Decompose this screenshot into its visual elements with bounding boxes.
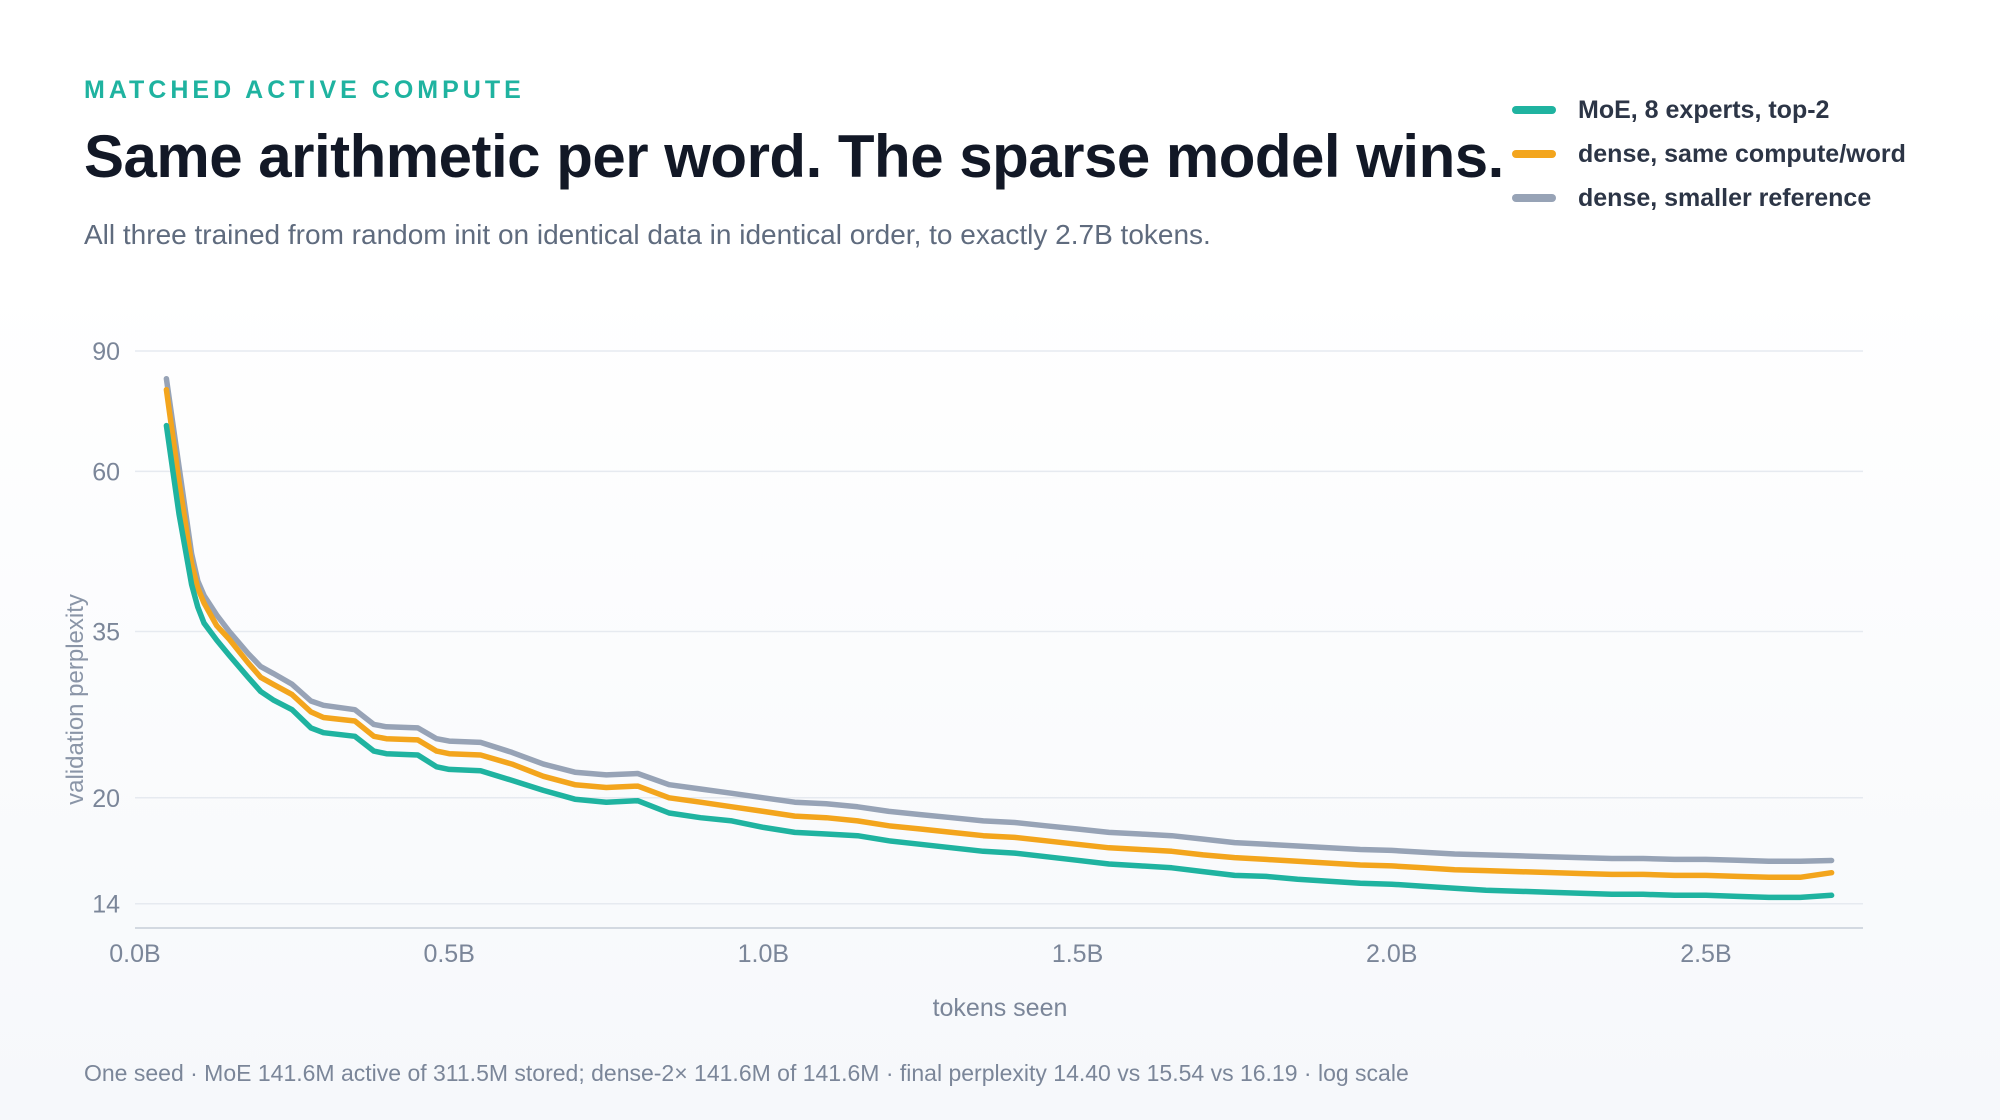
chart-subtitle: All three trained from random init on id… [84,219,1211,250]
legend-label-dense-same-compute: dense, same compute/word [1578,139,1906,168]
x-tick-label: 0.5B [423,940,474,968]
legend-item-dense-smaller[interactable]: dense, smaller reference [1512,176,1906,220]
y-tick-label: 20 [92,785,120,813]
legend-label-moe: MoE, 8 experts, top-2 [1578,95,1830,124]
legend-item-dense-same-compute[interactable]: dense, same compute/word [1512,132,1906,176]
x-tick-label: 1.0B [738,940,789,968]
x-tick-layer: 0.0B 0.5B 1.0B 1.5B 2.0B 2.5B [109,940,1731,968]
series-line-dense-smaller [163,375,1835,865]
y-tick-layer: 90 60 35 20 14 [92,338,120,919]
x-tick-label: 2.5B [1680,940,1731,968]
y-tick-label: 14 [92,891,120,919]
series-line-moe [163,422,1835,901]
chart-title: Same arithmetic per word. The sparse mod… [84,123,1504,190]
legend-swatch-moe [1512,106,1556,114]
y-tick-label: 90 [92,338,120,366]
legend-label-dense-smaller: dense, smaller reference [1578,183,1872,212]
y-tick-label: 60 [92,458,120,486]
x-tick-label: 2.0B [1366,940,1417,968]
series-layer [163,375,1835,901]
x-tick-label: 0.0B [109,940,160,968]
y-axis-title: validation perplexity [62,594,89,805]
footnote: One seed · MoE 141.6M active of 311.5M s… [84,1060,1409,1086]
legend-item-moe[interactable]: MoE, 8 experts, top-2 [1512,88,1906,132]
x-tick-label: 1.5B [1052,940,1103,968]
series-line-dense-same-compute [163,386,1835,881]
chart-legend: MoE, 8 experts, top-2 dense, same comput… [1512,88,1906,220]
legend-swatch-dense-smaller [1512,194,1556,202]
legend-swatch-dense-same-compute [1512,150,1556,158]
chart-eyebrow: MATCHED ACTIVE COMPUTE [84,76,525,104]
x-axis-title: tokens seen [933,994,1068,1022]
y-tick-label: 35 [92,619,120,647]
grid-layer [135,350,1863,905]
